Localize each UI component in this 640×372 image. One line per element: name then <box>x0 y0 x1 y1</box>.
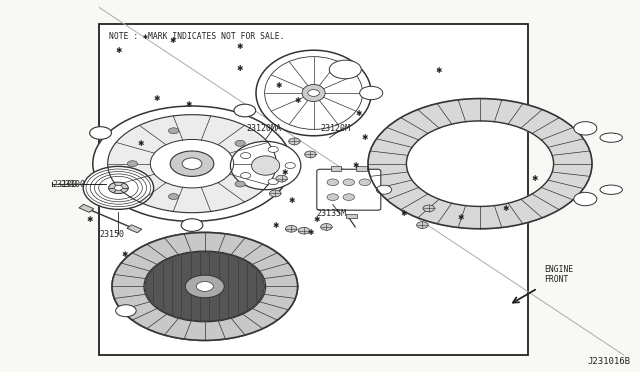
Text: ✱: ✱ <box>400 209 406 218</box>
Circle shape <box>285 225 297 232</box>
Circle shape <box>235 140 245 146</box>
Polygon shape <box>112 232 298 340</box>
Text: 23100: 23100 <box>61 180 86 189</box>
Text: ✱: ✱ <box>294 96 301 105</box>
Text: ✱: ✱ <box>86 215 93 224</box>
Polygon shape <box>108 115 276 213</box>
Text: ✱: ✱ <box>115 46 122 55</box>
Circle shape <box>114 185 123 190</box>
Bar <box>127 225 142 233</box>
Circle shape <box>268 147 278 153</box>
Circle shape <box>196 282 213 291</box>
Circle shape <box>298 227 310 234</box>
FancyBboxPatch shape <box>317 169 381 210</box>
Circle shape <box>289 138 300 145</box>
Polygon shape <box>368 99 592 229</box>
Text: ✱: ✱ <box>458 213 464 222</box>
Circle shape <box>574 192 597 206</box>
Circle shape <box>269 190 281 197</box>
Ellipse shape <box>302 84 325 102</box>
Circle shape <box>417 222 428 228</box>
Circle shape <box>360 86 383 100</box>
Text: ✱: ✱ <box>237 64 243 73</box>
Text: ✱: ✱ <box>282 169 288 177</box>
Text: ENGINE
FRONT: ENGINE FRONT <box>544 265 573 284</box>
Text: ✱: ✱ <box>314 215 320 224</box>
Text: ✱: ✱ <box>275 81 282 90</box>
Text: ✱: ✱ <box>122 250 128 259</box>
Circle shape <box>276 175 287 182</box>
Circle shape <box>268 179 278 185</box>
Bar <box>99 24 528 355</box>
Circle shape <box>285 163 295 169</box>
Circle shape <box>574 122 597 135</box>
Text: NOTE : ✱MARK INDICATES NOT FOR SALE.: NOTE : ✱MARK INDICATES NOT FOR SALE. <box>109 32 284 41</box>
Circle shape <box>423 205 435 212</box>
Circle shape <box>127 161 138 167</box>
Bar <box>331 166 341 171</box>
Circle shape <box>327 194 339 201</box>
Circle shape <box>90 126 111 139</box>
Ellipse shape <box>600 133 623 142</box>
Circle shape <box>343 194 355 201</box>
Ellipse shape <box>252 156 280 175</box>
Text: ✱: ✱ <box>362 133 368 142</box>
Text: ✱: ✱ <box>352 161 358 170</box>
Text: ✱: ✱ <box>237 42 243 51</box>
Circle shape <box>168 193 179 199</box>
Circle shape <box>241 153 251 158</box>
Text: ✱: ✱ <box>307 228 314 237</box>
Text: ✱: ✱ <box>138 139 144 148</box>
Ellipse shape <box>83 166 154 209</box>
Circle shape <box>112 232 298 340</box>
Circle shape <box>327 179 339 186</box>
Text: ✱: ✱ <box>186 100 192 109</box>
Circle shape <box>182 158 202 169</box>
Circle shape <box>321 224 332 230</box>
Text: ✱: ✱ <box>272 221 278 230</box>
Text: 23100: 23100 <box>52 180 77 189</box>
Text: ✱: ✱ <box>154 94 160 103</box>
Circle shape <box>145 252 264 321</box>
Text: J231016B: J231016B <box>588 357 630 366</box>
Ellipse shape <box>230 141 301 190</box>
Circle shape <box>181 219 203 231</box>
Text: 23120MA: 23120MA <box>246 124 282 133</box>
Text: ✱: ✱ <box>355 109 362 118</box>
Circle shape <box>170 151 214 176</box>
Circle shape <box>234 104 256 117</box>
Text: ✱: ✱ <box>435 66 442 75</box>
Bar <box>79 204 94 212</box>
Text: ✱: ✱ <box>531 174 538 183</box>
Text: ✱: ✱ <box>170 36 176 45</box>
Bar <box>356 166 367 171</box>
Text: 23135M: 23135M <box>317 209 347 218</box>
Circle shape <box>376 185 392 194</box>
Ellipse shape <box>600 185 623 194</box>
Circle shape <box>329 60 361 79</box>
Text: ✱: ✱ <box>288 196 294 205</box>
Circle shape <box>116 305 136 317</box>
Text: 23150: 23150 <box>99 230 124 239</box>
Circle shape <box>343 179 355 186</box>
Circle shape <box>308 90 319 96</box>
Circle shape <box>241 173 251 179</box>
Circle shape <box>186 275 224 298</box>
Circle shape <box>359 179 371 186</box>
Circle shape <box>93 106 291 221</box>
Circle shape <box>109 182 128 193</box>
Text: 23120M: 23120M <box>320 124 350 133</box>
Circle shape <box>305 151 316 158</box>
Text: ✱: ✱ <box>502 204 509 213</box>
Ellipse shape <box>256 50 371 136</box>
Bar <box>346 214 357 218</box>
Circle shape <box>235 181 245 187</box>
Circle shape <box>168 128 179 134</box>
